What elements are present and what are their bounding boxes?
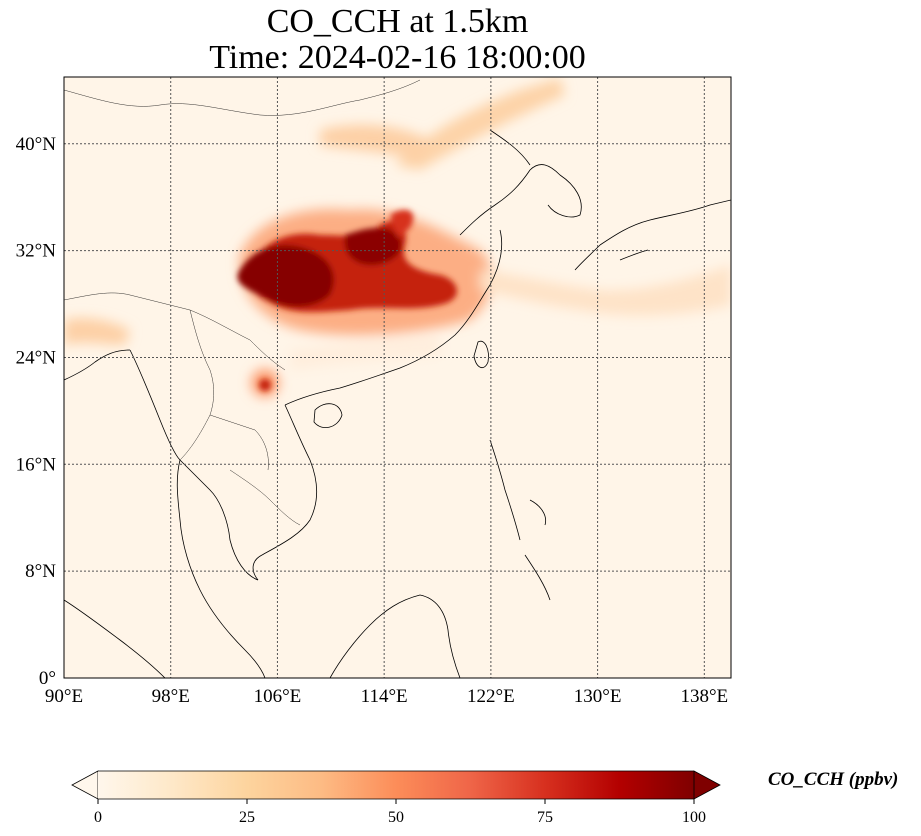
- plume-west-band: [64, 318, 130, 345]
- map-frame: [63, 76, 732, 679]
- lon-tick-label: 90°E: [45, 686, 83, 707]
- colorbar-extend-max: [693, 770, 721, 800]
- title-line-1: CO_CCH at 1.5km: [266, 3, 529, 40]
- plume-north-band: [320, 124, 430, 160]
- colorbar-tick-label: 50: [388, 809, 404, 826]
- lat-tick-label: 8°N: [25, 561, 56, 582]
- concentration-field: [64, 77, 731, 678]
- lat-tick-label: 24°N: [16, 347, 57, 368]
- colorbar-tick-label: 100: [682, 809, 706, 826]
- country-borders: [64, 79, 421, 526]
- colorbar-tick-label: 75: [537, 809, 553, 826]
- plume-core-layer: [237, 209, 457, 391]
- plume-vietnam-core: [259, 379, 271, 391]
- latitude-tick-labels: 0° 8°N 16°N 24°N 32°N 40°N: [16, 134, 57, 689]
- plume-coast-faint: [290, 335, 440, 370]
- lon-tick-label: 98°E: [152, 686, 190, 707]
- lat-tick-label: 0°: [39, 668, 56, 689]
- colorbar-ticks: 0 25 50 75 100: [94, 799, 706, 826]
- longitude-tick-labels: 90°E 98°E 106°E 114°E 122°E 130°E 138°E: [45, 686, 728, 707]
- colorbar-label: CO_CCH (ppbv): [768, 769, 899, 790]
- plume-core-darkred-west: [237, 245, 334, 307]
- colorbar-gradient: [98, 771, 694, 799]
- plume-core-north-tip: [390, 209, 414, 238]
- colorbar-extend-min: [71, 770, 99, 800]
- plume-core-darkred-east: [344, 227, 402, 266]
- plume-east-sea: [480, 265, 731, 316]
- plume-northeast-band: [395, 78, 565, 170]
- colorbar-tick-label: 25: [239, 809, 255, 826]
- lon-tick-label: 130°E: [574, 686, 622, 707]
- colorbar-tick-label: 0: [94, 809, 102, 826]
- coastlines: [64, 129, 731, 678]
- lat-tick-label: 32°N: [16, 241, 57, 262]
- lon-tick-label: 114°E: [361, 686, 408, 707]
- colorbar: 0 25 50 75 100: [71, 770, 721, 826]
- lon-tick-label: 138°E: [680, 686, 728, 707]
- plot-title: CO_CCH at 1.5km Time: 2024-02-16 18:00:0…: [64, 4, 731, 76]
- lat-tick-label: 16°N: [16, 454, 57, 475]
- lat-tick-label: 40°N: [16, 134, 57, 155]
- lon-tick-label: 106°E: [254, 686, 302, 707]
- map-background: [64, 77, 731, 678]
- gridlines: [64, 77, 731, 678]
- lon-tick-label: 122°E: [467, 686, 515, 707]
- title-line-2: Time: 2024-02-16 18:00:00: [209, 39, 586, 76]
